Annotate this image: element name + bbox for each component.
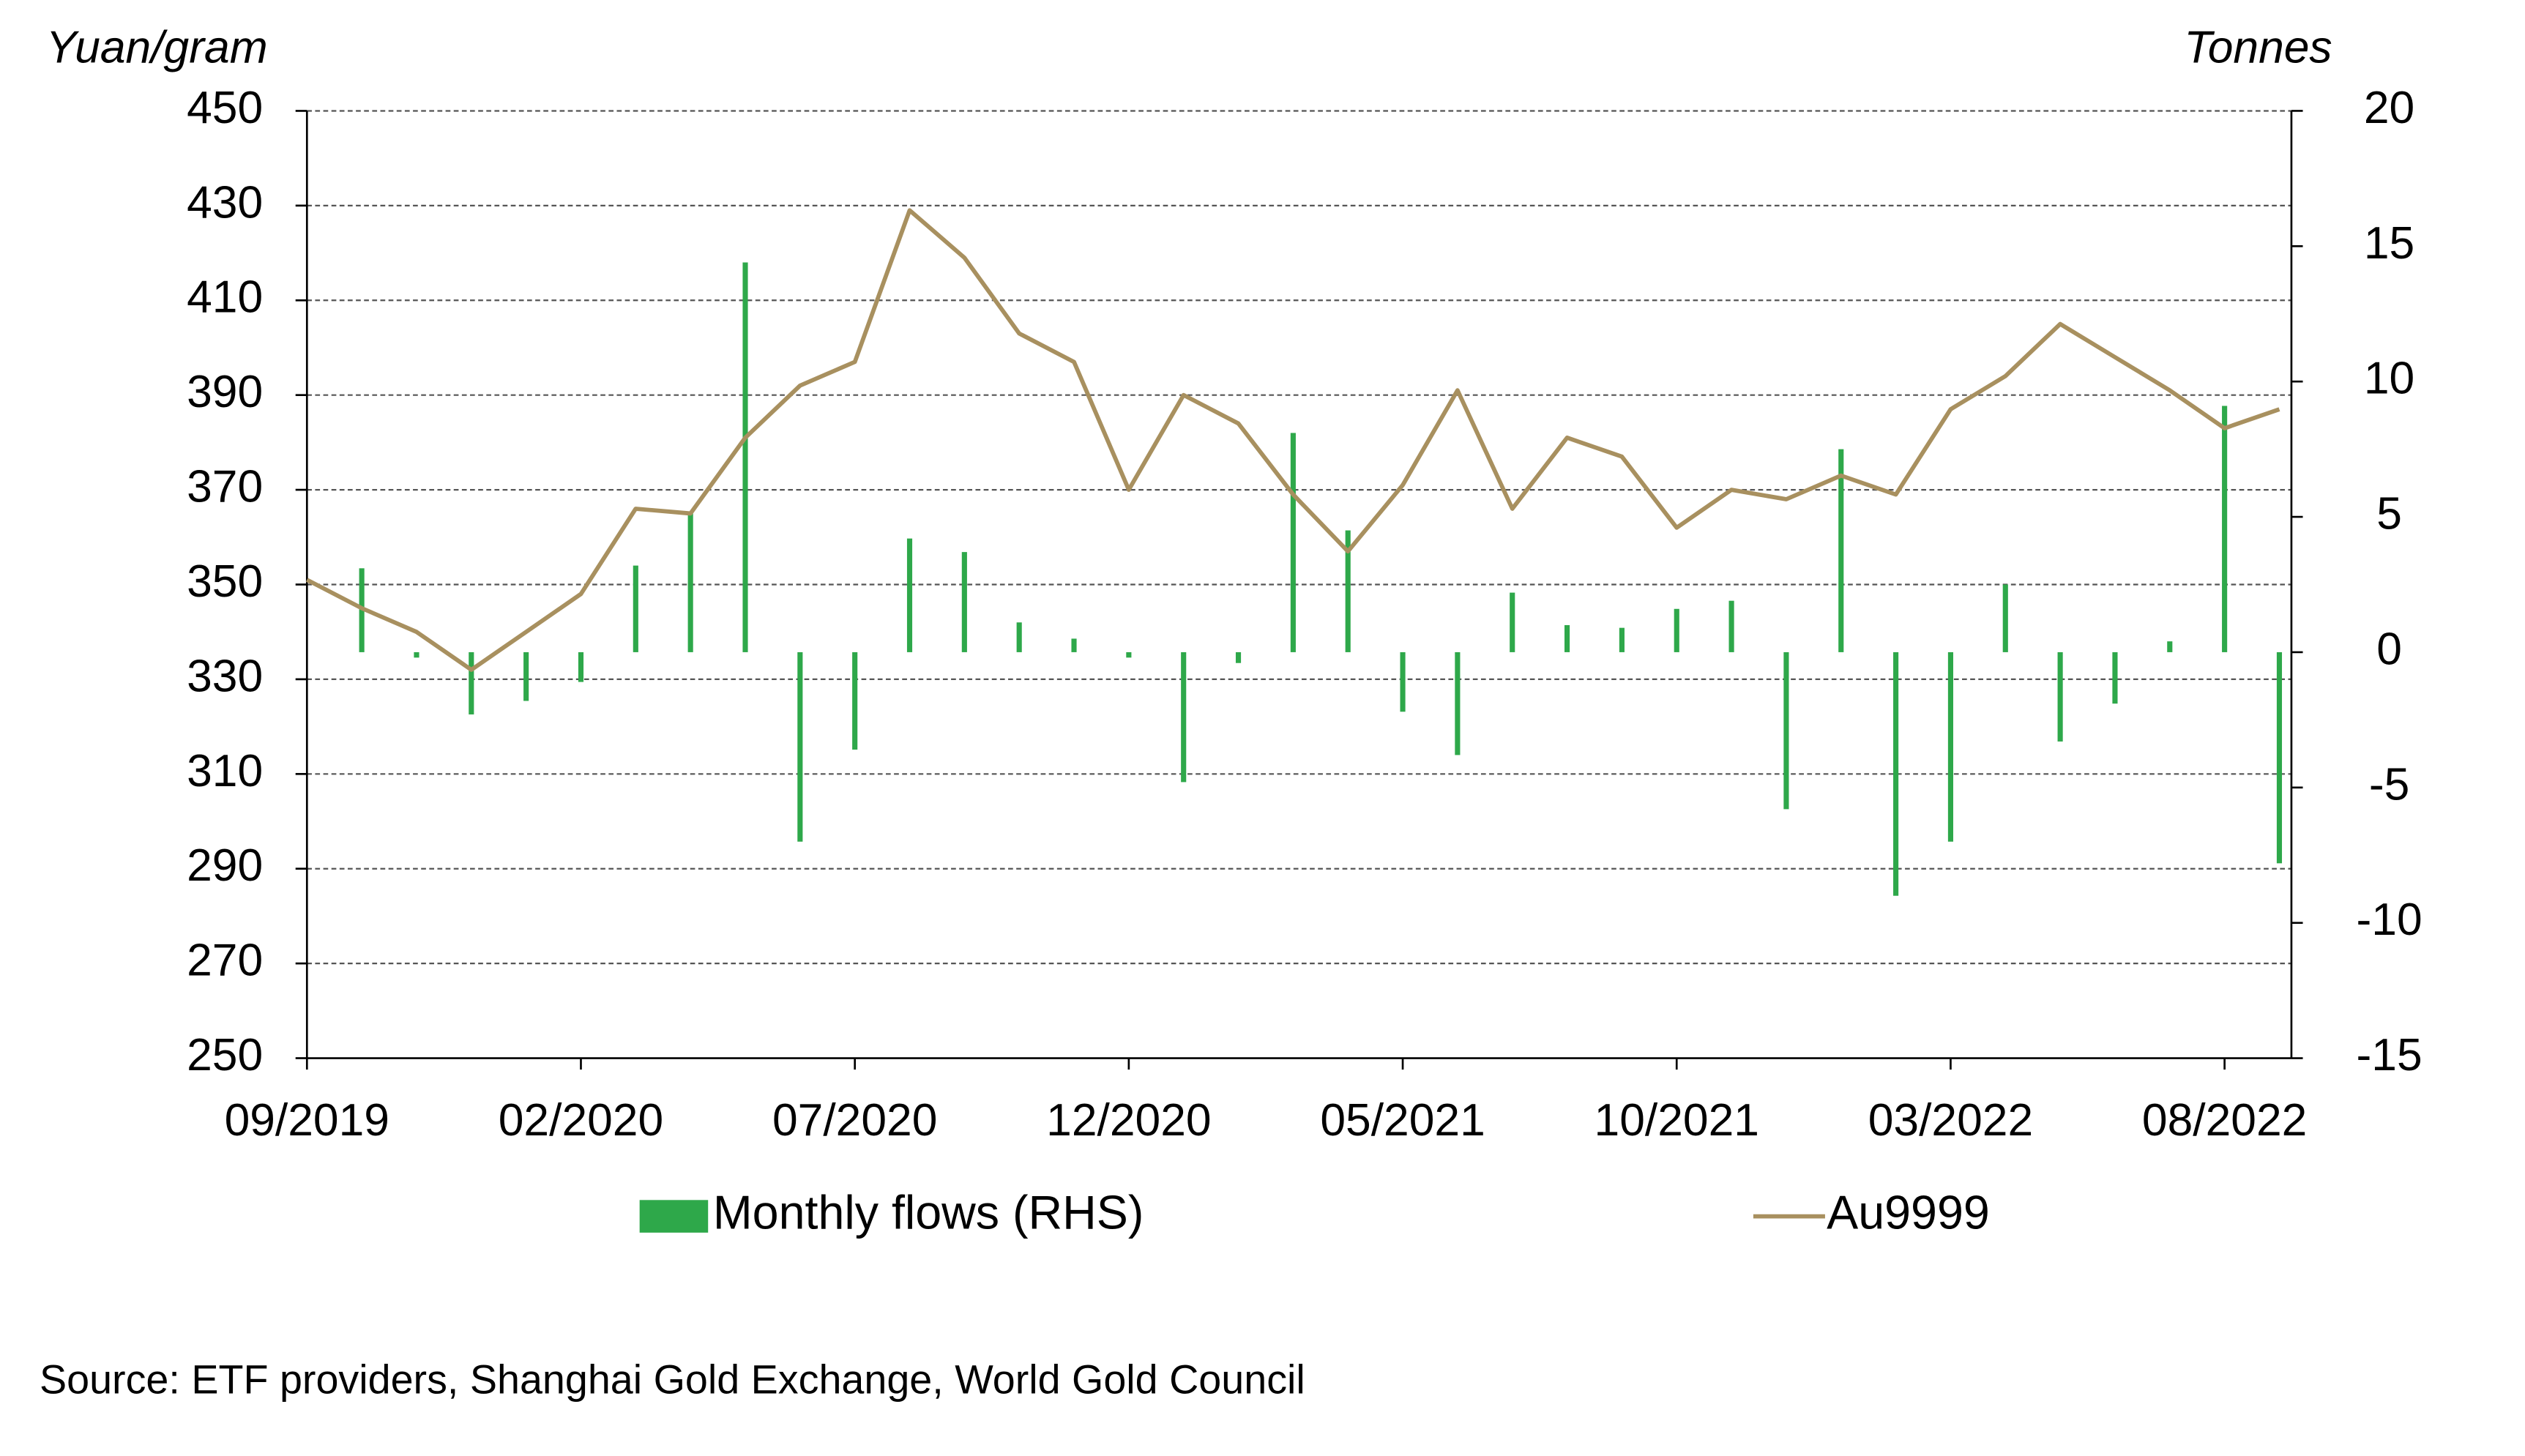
bar bbox=[2167, 641, 2173, 652]
bar bbox=[2222, 406, 2228, 652]
bar bbox=[1838, 449, 1844, 652]
bar bbox=[1455, 652, 1461, 755]
bar bbox=[2276, 652, 2283, 864]
y2-tick-label: 20 bbox=[2364, 83, 2414, 133]
y2-tick-label: 10 bbox=[2364, 354, 2414, 404]
bar bbox=[1016, 622, 1022, 652]
y2-tick-label: 15 bbox=[2364, 218, 2414, 269]
x-tick-label: 09/2019 bbox=[225, 1095, 389, 1146]
bar bbox=[1071, 638, 1077, 652]
bar bbox=[1619, 627, 1625, 652]
bar bbox=[1400, 652, 1406, 712]
bar bbox=[1893, 652, 1899, 896]
y-tick-label: 410 bbox=[187, 272, 263, 323]
y2-axis-title: Tonnes bbox=[2184, 23, 2332, 73]
x-tick-label: 02/2020 bbox=[499, 1095, 663, 1146]
bar bbox=[414, 652, 419, 658]
y-tick-label: 310 bbox=[187, 746, 263, 796]
bar bbox=[1728, 600, 1734, 652]
bar bbox=[1235, 652, 1242, 663]
bar bbox=[742, 262, 748, 652]
bar bbox=[633, 565, 638, 652]
y-tick-label: 290 bbox=[187, 840, 263, 891]
y-tick-label: 350 bbox=[187, 556, 263, 607]
bar bbox=[961, 552, 967, 652]
bar bbox=[2002, 584, 2008, 652]
bar bbox=[1564, 624, 1570, 652]
y2-tick-label: -10 bbox=[2357, 895, 2423, 945]
bar bbox=[687, 511, 693, 652]
bar bbox=[906, 538, 913, 652]
legend-label: Monthly flows (RHS) bbox=[713, 1187, 1144, 1239]
bar bbox=[1345, 530, 1351, 652]
y-tick-label: 450 bbox=[187, 83, 263, 133]
line bbox=[305, 208, 2280, 672]
y2-tick-label: 0 bbox=[2376, 624, 2402, 674]
x-tick-label: 08/2022 bbox=[2142, 1095, 2307, 1146]
y-tick-label: 390 bbox=[187, 367, 263, 417]
x-tick-label: 10/2021 bbox=[1595, 1095, 1759, 1146]
bar bbox=[1674, 608, 1679, 652]
legend-label: Au9999 bbox=[1827, 1187, 1990, 1239]
bar bbox=[523, 652, 529, 701]
bar bbox=[852, 652, 858, 750]
y2-tick-label: -15 bbox=[2357, 1030, 2423, 1080]
x-tick-label: 03/2022 bbox=[1868, 1095, 2033, 1146]
x-tick-label: 07/2020 bbox=[772, 1095, 937, 1146]
y2-tick-label: -5 bbox=[2369, 759, 2409, 810]
bar bbox=[1783, 652, 1789, 810]
y-tick-label: 430 bbox=[187, 177, 263, 228]
y2-tick-label: 5 bbox=[2376, 489, 2402, 540]
bar bbox=[2112, 652, 2118, 704]
bar bbox=[1181, 652, 1187, 783]
y-tick-label: 330 bbox=[187, 651, 263, 701]
bar bbox=[578, 652, 584, 682]
bar bbox=[1290, 433, 1296, 652]
bar bbox=[469, 652, 474, 714]
bar bbox=[2057, 652, 2063, 742]
x-tick-label: 05/2021 bbox=[1320, 1095, 1485, 1146]
x-tick-label: 12/2020 bbox=[1046, 1095, 1211, 1146]
bar bbox=[1947, 652, 1953, 842]
legend-swatch bbox=[639, 1200, 709, 1233]
y-tick-label: 250 bbox=[187, 1030, 263, 1080]
source-note: Source: ETF providers, Shanghai Gold Exc… bbox=[40, 1356, 1305, 1402]
y-axis-title: Yuan/gram bbox=[46, 23, 268, 73]
bar bbox=[1510, 592, 1515, 652]
y-tick-label: 270 bbox=[187, 936, 263, 986]
bar bbox=[797, 652, 803, 842]
y-tick-label: 370 bbox=[187, 462, 263, 512]
bar bbox=[1126, 652, 1132, 658]
